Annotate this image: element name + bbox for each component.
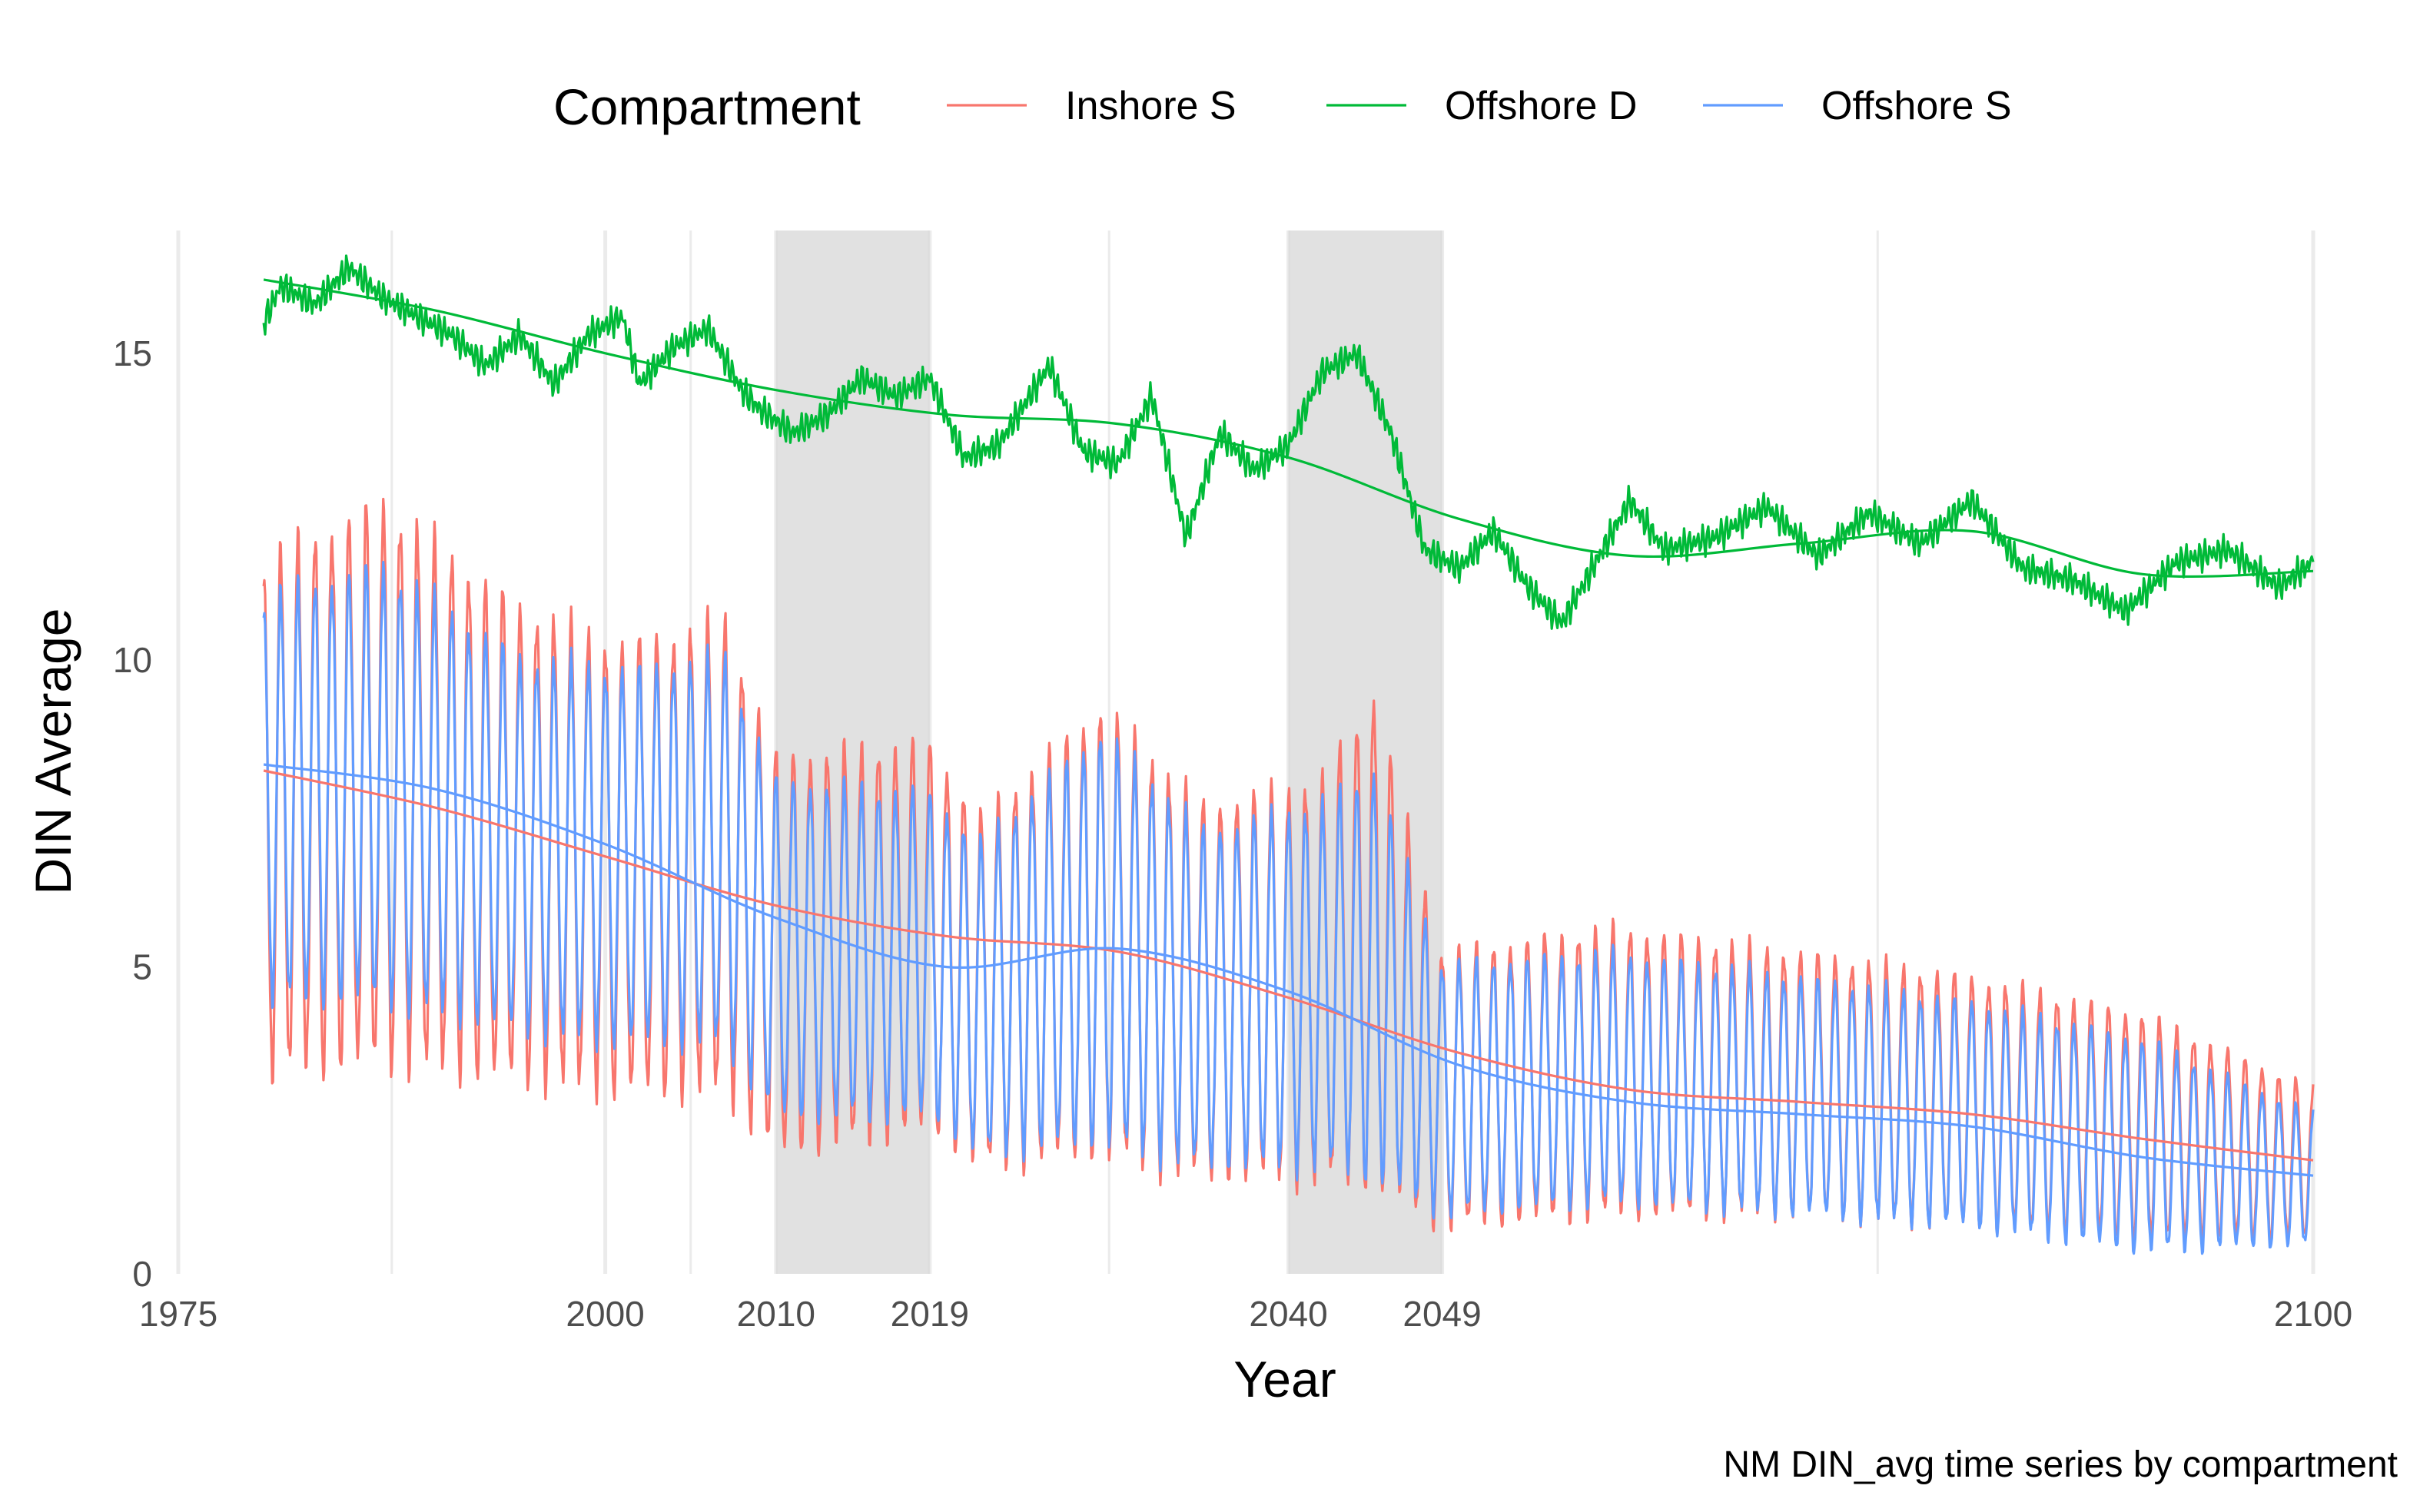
smooth-line-offshore-d <box>263 278 2314 579</box>
y-axis-title: DIN Average <box>25 608 81 895</box>
legend-label-inshore-s: Inshore S <box>1065 84 1237 128</box>
chart-caption: NM DIN_avg time series by compartment <box>1723 1444 2398 1485</box>
y-tick-label: 0 <box>132 1254 152 1294</box>
legend-label-offshore-d: Offshore D <box>1445 84 1637 128</box>
y-tick-label: 10 <box>113 640 152 680</box>
x-tick-label: 2100 <box>2274 1294 2352 1334</box>
legend-label-offshore-s: Offshore S <box>1821 84 2012 128</box>
legend-title: Compartment <box>553 78 861 135</box>
legend: Compartment Inshore S Offshore D Offshore … <box>553 78 2012 135</box>
smooth-line-inshore-s <box>263 769 2314 1162</box>
shaded-period <box>1288 230 1442 1274</box>
axis-layer: 0 5 10 15 1975 2000 2010 2019 2040 2049 2100 <box>113 333 2352 1334</box>
series-line-offshore-s <box>262 561 2315 1255</box>
x-tick-label: 2049 <box>1403 1294 1481 1334</box>
series-line-inshore-s <box>262 497 2315 1245</box>
series-line-offshore-d <box>262 254 2315 630</box>
series-layer <box>262 254 2315 1255</box>
smooth-line-offshore-s <box>263 763 2314 1177</box>
x-axis-title: Year <box>1233 1351 1336 1408</box>
x-tick-label: 2040 <box>1249 1294 1327 1334</box>
x-tick-label: 2000 <box>566 1294 644 1334</box>
x-tick-label: 2010 <box>737 1294 815 1334</box>
x-tick-label: 2019 <box>891 1294 969 1334</box>
y-tick-label: 5 <box>132 947 152 987</box>
y-tick-label: 15 <box>113 333 152 373</box>
x-tick-label: 1975 <box>139 1294 217 1334</box>
